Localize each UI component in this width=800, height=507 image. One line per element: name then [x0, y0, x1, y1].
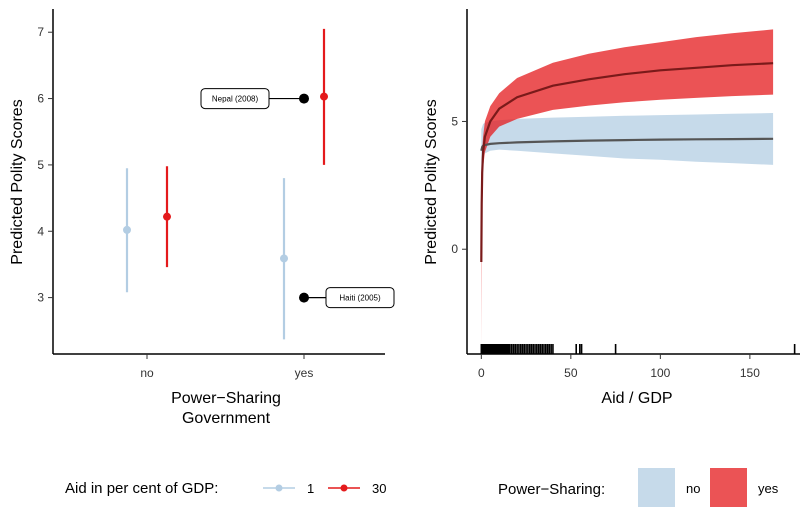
right-legend-title: Power−Sharing:	[498, 481, 605, 498]
point-1-no	[123, 225, 131, 234]
right-x-tick-label: 100	[650, 366, 670, 380]
right-legend-label-no: no	[686, 481, 700, 496]
right-legend: Power−Sharing: no yes	[498, 468, 779, 507]
point-30-no	[163, 212, 171, 221]
right-x-axis-title: Aid / GDP	[601, 390, 672, 407]
callout-point	[299, 93, 309, 104]
left-x-tick-label: no	[140, 366, 154, 380]
right-x-tick-label: 50	[564, 366, 578, 380]
left-y-tick-label: 6	[37, 92, 44, 106]
callout-box	[200, 88, 270, 110]
right-plot-marks	[480, 29, 796, 354]
left-legend: Aid in per cent of GDP: 1 30	[65, 480, 386, 497]
callout-box	[325, 287, 395, 309]
ribbon-yes	[481, 29, 774, 347]
ribbon-panel: 05 0 50 100 150 Predicted Polity Scores Aid…	[423, 9, 800, 407]
legend-key-point-1	[275, 484, 283, 492]
legend-key-point-30	[340, 484, 348, 492]
right-x-tick-label: 0	[478, 366, 485, 380]
line-yes	[480, 62, 774, 263]
left-y-ticks: 3 4 5 6 7	[37, 25, 53, 305]
right-y-tick-label: 5	[451, 114, 458, 128]
legend-key-yes	[710, 468, 747, 507]
callout-label: Haiti (2005)	[339, 294, 381, 303]
left-x-axis-title-line2: Government	[182, 410, 271, 427]
right-y-axis-title: Predicted Polity Scores	[423, 99, 440, 264]
ribbon-no	[481, 113, 774, 178]
left-x-tick-label: yes	[295, 366, 314, 380]
point-30-yes	[320, 92, 328, 101]
left-y-tick-label: 7	[37, 25, 44, 39]
left-y-tick-label: 5	[37, 158, 44, 172]
right-y-ticks: 05	[451, 114, 467, 256]
left-legend-label-30: 30	[372, 481, 386, 496]
right-x-tick-label: 150	[740, 366, 760, 380]
left-x-axis-title-line1: Power−Sharing	[171, 390, 281, 407]
point-1-yes	[280, 254, 288, 263]
left-y-tick-label: 3	[37, 291, 44, 305]
left-y-tick-label: 4	[37, 224, 44, 238]
right-y-tick-label: 0	[451, 242, 458, 256]
left-legend-title: Aid in per cent of GDP:	[65, 480, 218, 497]
left-plot-marks: Nepal (2008) Haiti (2005)	[123, 28, 395, 340]
left-legend-label-1: 1	[307, 481, 314, 496]
right-legend-label-yes: yes	[758, 481, 779, 496]
legend-key-no	[638, 468, 675, 507]
point-range-panel: Nepal (2008) Haiti (2005) 3 4 5 6 7 no yes Pre…	[9, 9, 395, 427]
callout-label: Nepal (2008)	[212, 95, 259, 104]
callout-point	[299, 292, 309, 303]
left-x-ticks: no yes	[140, 354, 313, 380]
right-x-ticks: 0 50 100 150	[478, 354, 760, 380]
left-y-axis-title: Predicted Polity Scores	[9, 99, 26, 264]
